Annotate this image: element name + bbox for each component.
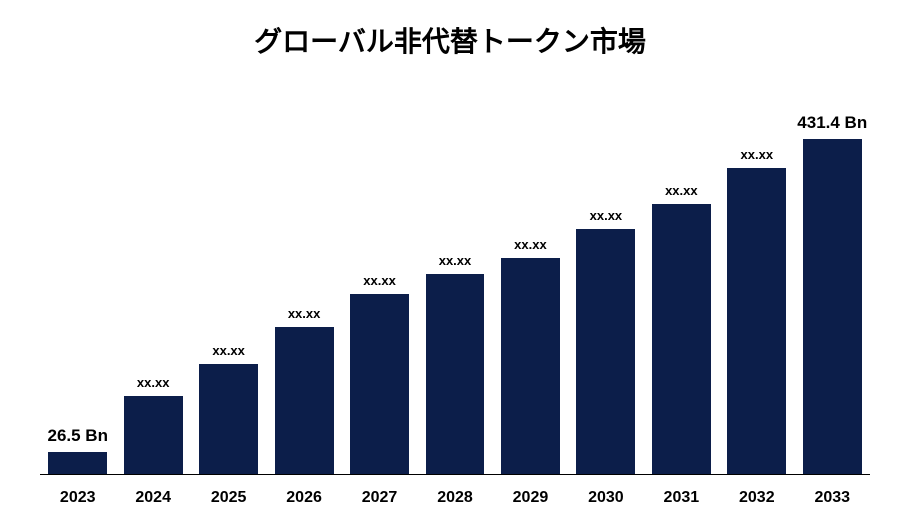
bar-slot: 431.4 Bn [795, 90, 870, 474]
bar-value-label: xx.xx [212, 343, 245, 358]
bar-slot: xx.xx [568, 90, 643, 474]
bar-value-label: xx.xx [439, 253, 472, 268]
bar-slot: xx.xx [719, 90, 794, 474]
bar [501, 258, 560, 475]
bar [350, 294, 409, 474]
x-axis-label: 2033 [795, 489, 870, 507]
bar [199, 364, 258, 474]
x-axis: 2023202420252026202720282029203020312032… [40, 489, 870, 507]
chart-container: グローバル非代替トークン市場 26.5 Bn xx.xx xx.xx xx.xx xx.… [0, 0, 900, 525]
bar-slot: xx.xx [266, 90, 341, 474]
x-axis-label: 2023 [40, 489, 115, 507]
bar [275, 327, 334, 474]
x-axis-label: 2028 [417, 489, 492, 507]
bar [652, 204, 711, 474]
bar-value-label: xx.xx [288, 306, 321, 321]
bar [803, 139, 862, 474]
bar-value-label: 26.5 Bn [47, 426, 107, 446]
x-axis-label: 2031 [644, 489, 719, 507]
bar-value-label: xx.xx [741, 147, 774, 162]
x-axis-label: 2032 [719, 489, 794, 507]
bar-slot: xx.xx [342, 90, 417, 474]
bar-slot: xx.xx [115, 90, 190, 474]
bar-value-label: xx.xx [137, 375, 170, 390]
plot-area: 26.5 Bn xx.xx xx.xx xx.xx xx.xx xx.xx xx.xx xx.… [40, 90, 870, 475]
bar-value-label: xx.xx [363, 273, 396, 288]
bar-value-label: xx.xx [514, 237, 547, 252]
chart-title: グローバル非代替トークン市場 [0, 20, 900, 60]
x-axis-label: 2030 [568, 489, 643, 507]
bar [48, 452, 107, 474]
bar [727, 168, 786, 474]
x-axis-label: 2029 [493, 489, 568, 507]
bars-row: 26.5 Bn xx.xx xx.xx xx.xx xx.xx xx.xx xx.xx xx.… [40, 90, 870, 474]
x-axis-label: 2026 [266, 489, 341, 507]
x-axis-label: 2025 [191, 489, 266, 507]
bar-slot: 26.5 Bn [40, 90, 115, 474]
bar [124, 396, 183, 474]
bar-slot: xx.xx [191, 90, 266, 474]
bar [576, 229, 635, 474]
bar-slot: xx.xx [493, 90, 568, 474]
bar-value-label: 431.4 Bn [797, 113, 867, 133]
x-axis-label: 2024 [115, 489, 190, 507]
bar-value-label: xx.xx [665, 183, 698, 198]
bar-value-label: xx.xx [590, 208, 623, 223]
x-axis-label: 2027 [342, 489, 417, 507]
bar-slot: xx.xx [417, 90, 492, 474]
bar-slot: xx.xx [644, 90, 719, 474]
bar [426, 274, 485, 474]
